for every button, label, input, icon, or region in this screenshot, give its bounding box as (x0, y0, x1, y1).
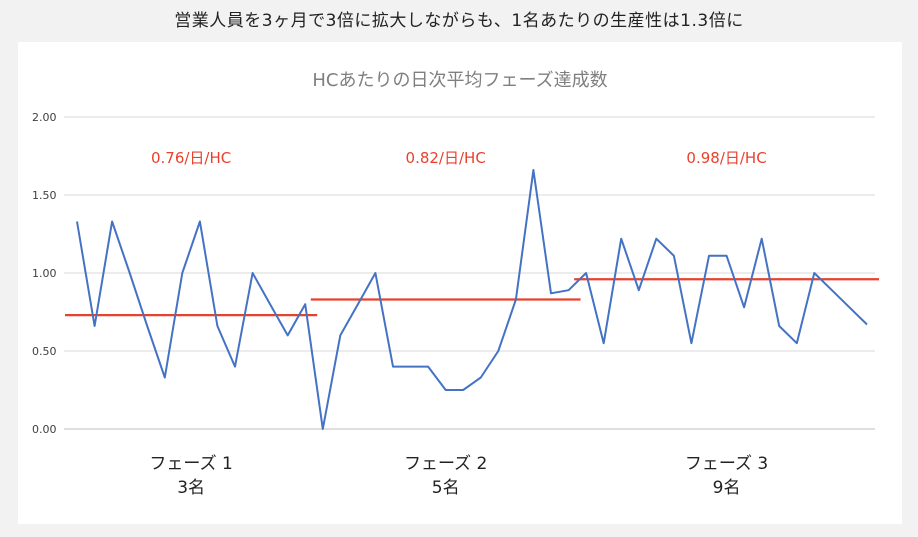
phase-name-label: フェーズ 2 (404, 454, 487, 474)
phase-average-label: 0.76/日/HC (151, 149, 231, 167)
phase-headcount-label: 9名 (713, 478, 741, 498)
y-tick-label: 1.50 (32, 189, 57, 202)
y-tick-label: 1.00 (32, 267, 57, 280)
phase-average-lines (65, 278, 879, 317)
phase-average-label: 0.82/日/HC (406, 149, 486, 167)
chart-title: HCあたりの日次平均フェーズ達成数 (312, 70, 607, 91)
series-line (76, 169, 868, 430)
phase-labels: 0.76/日/HC フェーズ 1 3名 0.82/日/HC フェーズ 2 5名 0.98/日… (149, 149, 768, 498)
line-chart: HCあたりの日次平均フェーズ達成数 0.00 0.50 1.00 1.50 2.00 0… (32, 70, 879, 498)
phase-headcount-label: 3名 (177, 478, 205, 498)
y-tick-label: 2.00 (32, 111, 57, 124)
phase-name-label: フェーズ 3 (685, 454, 768, 474)
chart-panel: HCあたりの日次平均フェーズ達成数 0.00 0.50 1.00 1.50 2.00 0… (18, 42, 902, 524)
gridlines (64, 116, 875, 430)
y-tick-label: 0.50 (32, 345, 57, 358)
series-line-path (76, 169, 868, 430)
phase-headcount-label: 5名 (432, 478, 460, 498)
y-tick-label: 0.00 (32, 423, 57, 436)
page-headline: 営業人員を3ヶ月で3倍に拡大しながらも、1名あたりの生産性は1.3倍に (174, 11, 744, 31)
y-axis-ticks: 0.00 0.50 1.00 1.50 2.00 (32, 111, 57, 436)
phase-name-label: フェーズ 1 (149, 454, 232, 474)
phase-average-label: 0.98/日/HC (686, 149, 766, 167)
